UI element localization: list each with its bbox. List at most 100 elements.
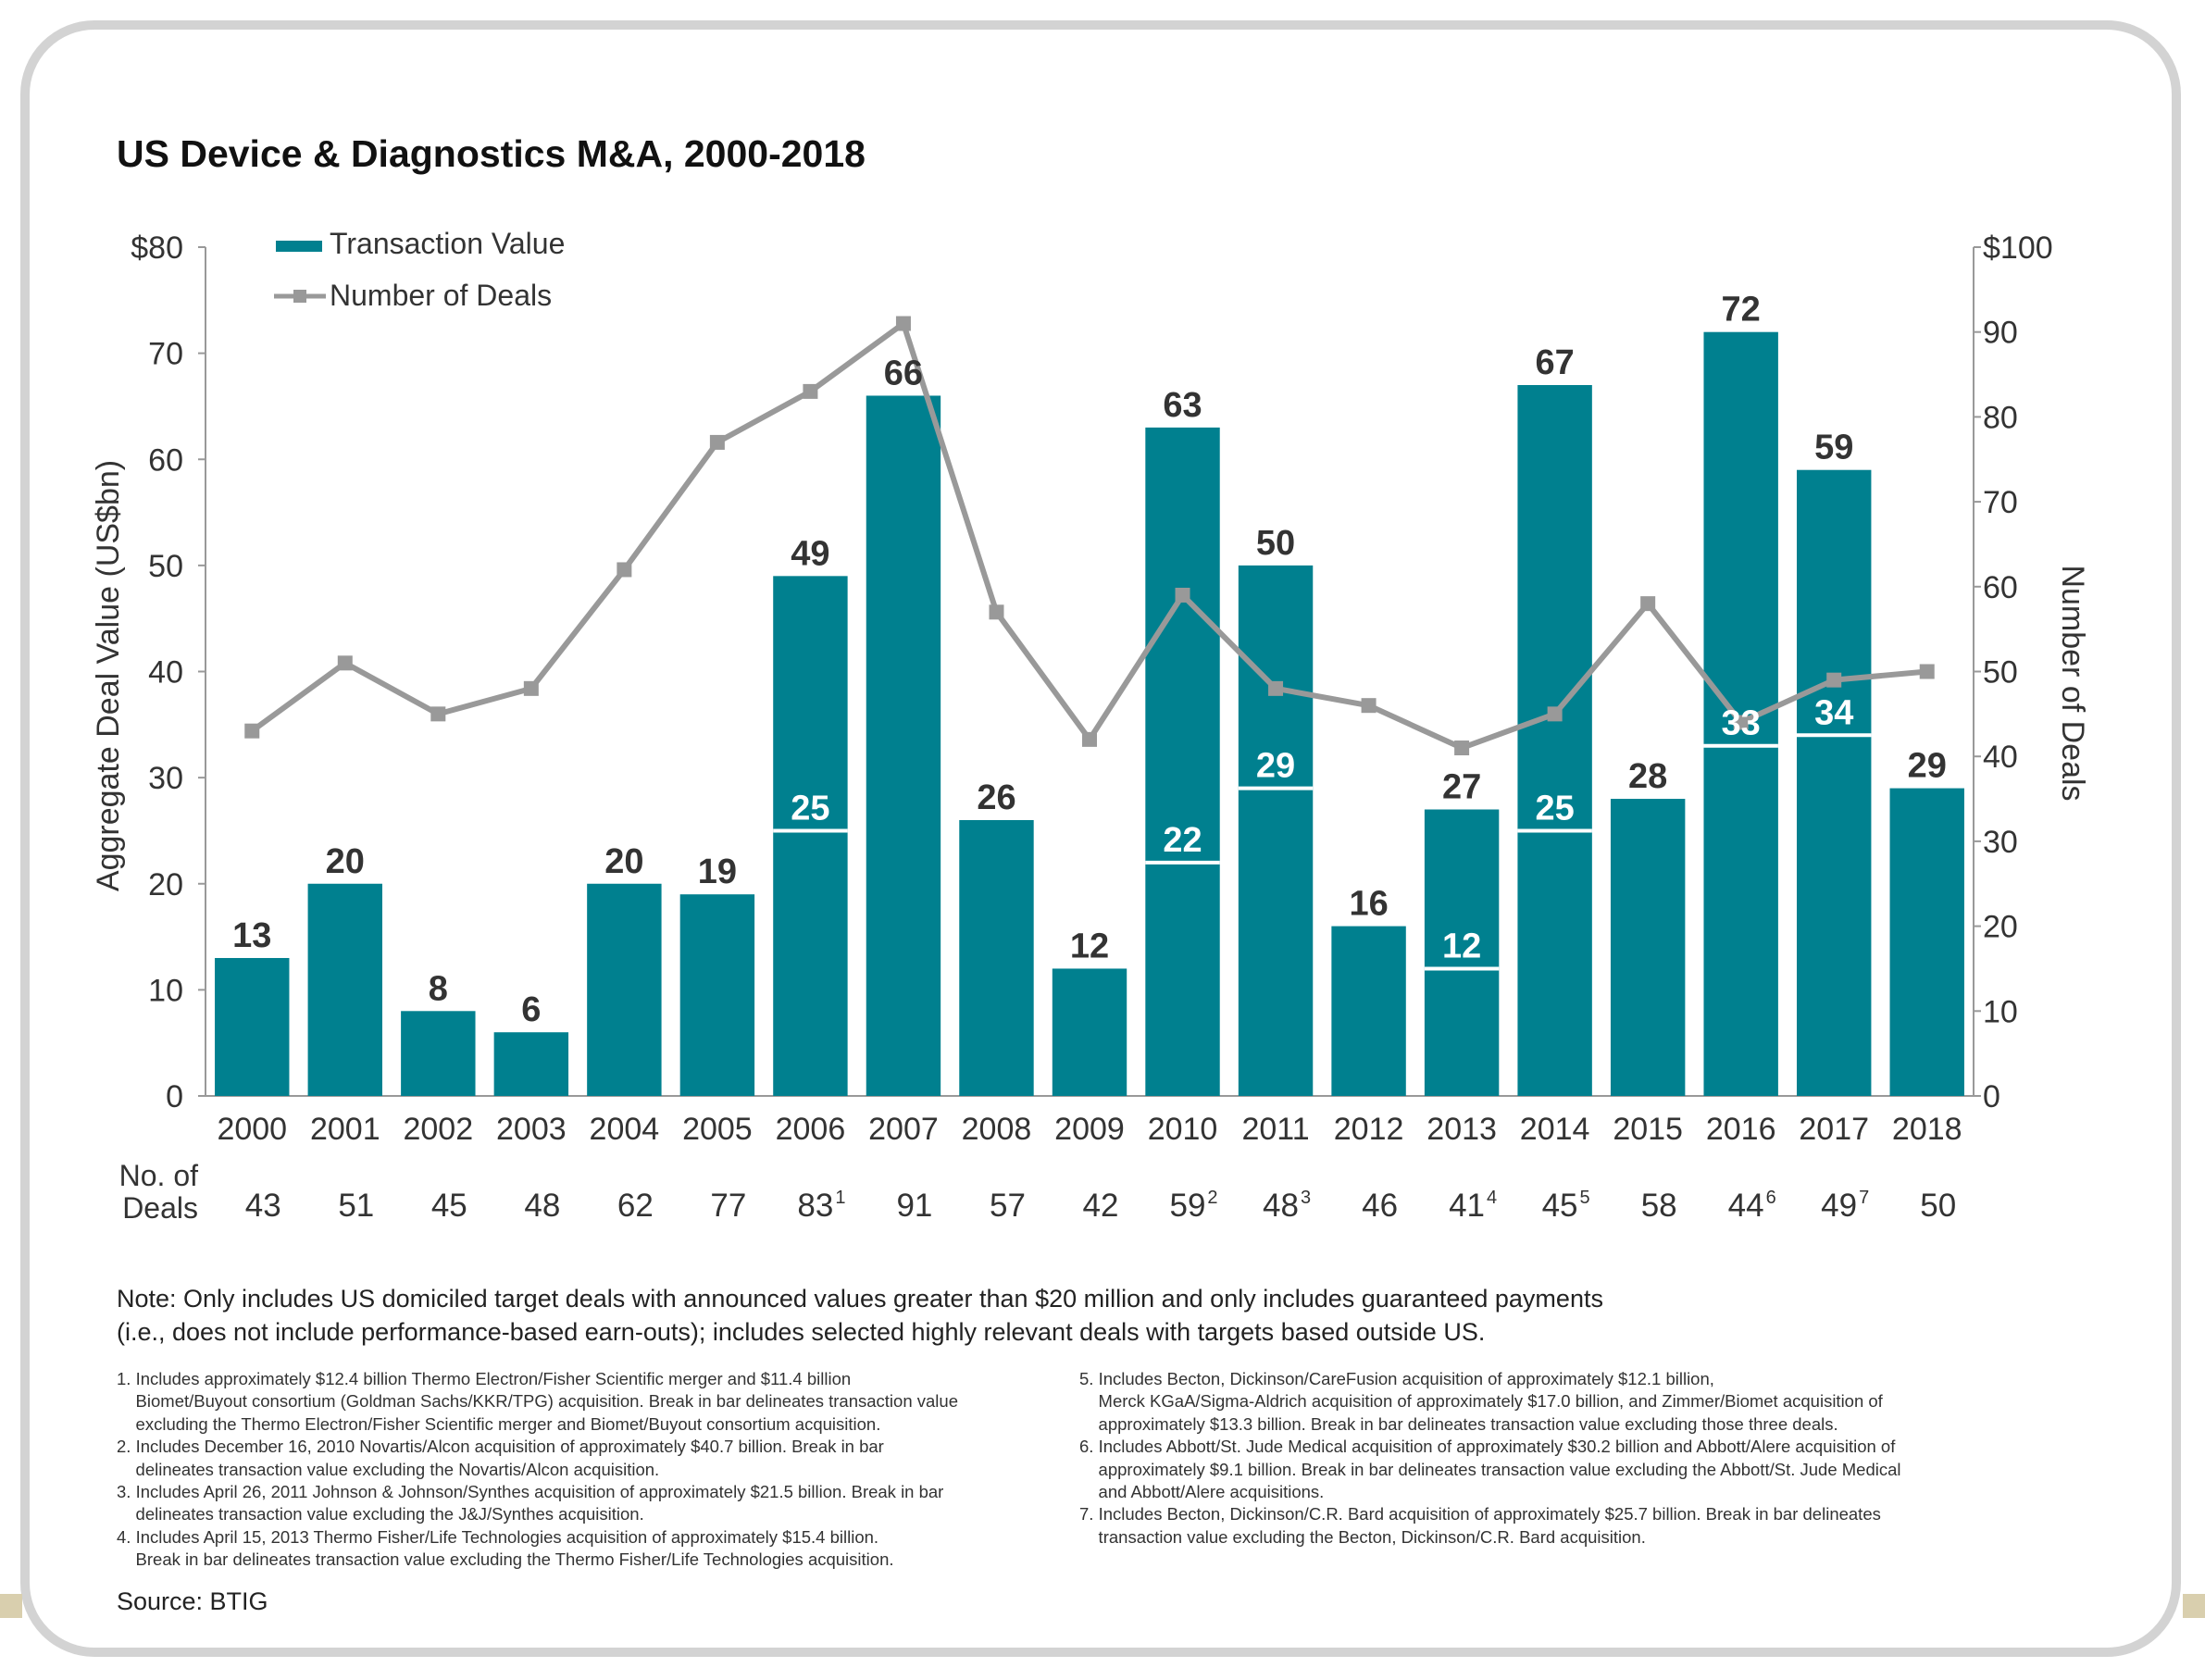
deals-point-2007 (895, 316, 911, 331)
deals-point-2011 (1268, 680, 1284, 696)
deals-count-2009: 42 (1083, 1188, 1119, 1224)
y-right-tick-label: 20 (1983, 910, 2018, 945)
bar-2003 (493, 1032, 569, 1096)
tick-labels: 0 10 20 30 40 50 60 70 $80 0 10 20 30 40 50 60 70 80 90 $10… (131, 230, 2052, 1147)
y-right-tick-label: 70 (1983, 485, 2018, 520)
decorative-tab-left (0, 1594, 22, 1618)
x-tick-label: 2013 (1426, 1112, 1497, 1147)
note-line-1: Note: Only includes US domiciled target … (117, 1285, 1603, 1313)
deals-point-2001 (337, 655, 353, 671)
deals-count-2005: 77 (710, 1188, 746, 1224)
deals-count-2003: 48 (524, 1188, 560, 1224)
deals-point-2003 (523, 680, 539, 696)
footnotes-right: 5. Includes Becton, Dickinson/CareFusion… (1079, 1368, 2051, 1549)
x-tick-label: 2004 (590, 1112, 660, 1147)
deals-point-2002 (430, 706, 446, 722)
deals-line (244, 316, 1935, 756)
footnote-left-line: delineates transaction value excluding t… (117, 1459, 660, 1479)
footnote-right-line: approximately $9.1 billion. Break in bar… (1079, 1459, 1901, 1479)
bars (215, 331, 1964, 1097)
deals-point-2009 (1082, 731, 1097, 747)
bar-value-label: 13 (232, 916, 271, 955)
footnote-left-line: 1. Includes approximately $12.4 billion … (117, 1369, 852, 1388)
x-tick-label: 2012 (1334, 1112, 1404, 1147)
x-tick-label: 2011 (1241, 1112, 1309, 1147)
bar-value-label: 50 (1256, 524, 1295, 563)
bar-2005 (679, 894, 755, 1096)
x-tick-label: 2007 (868, 1112, 939, 1147)
deals-point-2012 (1361, 698, 1377, 714)
deals-count-2004: 62 (617, 1188, 654, 1224)
bar-break-label: 25 (791, 789, 829, 828)
deals-point-2006 (803, 383, 818, 399)
y-left-tick-label: $80 (131, 230, 183, 266)
bar-2014 (1517, 385, 1592, 1096)
bar-value-label: 20 (326, 842, 365, 881)
deals-row-label-2: Deals (122, 1191, 198, 1225)
footnotes-left: 1. Includes approximately $12.4 billion … (117, 1368, 1061, 1572)
footnote-right-line: 7. Includes Becton, Dickinson/C.R. Bard … (1079, 1504, 1881, 1524)
bar-value-label: 28 (1628, 757, 1667, 796)
bar-value-label: 63 (1163, 386, 1202, 425)
y-right-tick-label: 40 (1983, 740, 2018, 775)
y-left-tick-label: 0 (166, 1079, 183, 1114)
bar-break-label: 29 (1256, 747, 1295, 786)
deals-count-2007: 91 (896, 1188, 932, 1224)
bar-break-label: 33 (1722, 704, 1761, 743)
bar-2009 (1052, 968, 1127, 1096)
deals-point-2014 (1547, 706, 1563, 722)
y-left-tick-label: 70 (148, 337, 183, 372)
deals-count-2010: 59 2 (1169, 1188, 1217, 1224)
deals-count-2011: 48 3 (1263, 1188, 1311, 1224)
bar-2017 (1797, 469, 1872, 1096)
deals-count-2015: 58 (1641, 1188, 1677, 1224)
deals-count-2016: 44 6 (1728, 1188, 1776, 1224)
y-right-tick-label: 50 (1983, 655, 2018, 691)
deals-count-2001: 51 (338, 1188, 374, 1224)
footnote-right-line: 5. Includes Becton, Dickinson/CareFusion… (1079, 1369, 1714, 1388)
legend-label-transaction-value: Transaction Value (330, 227, 565, 260)
deals-count-2014: 45 5 (1542, 1188, 1590, 1224)
bar-2006 (773, 576, 848, 1096)
bar-value-label: 59 (1814, 429, 1853, 467)
deals-point-2010 (1175, 587, 1190, 603)
footnote-right-line: approximately $13.3 billion. Break in ba… (1079, 1413, 1838, 1434)
y-right-tick-label: 0 (1983, 1079, 2000, 1114)
bar-2008 (959, 819, 1034, 1096)
bar-value-label: 27 (1442, 768, 1481, 807)
footnote-right-line: transaction value excluding the Becton, … (1079, 1526, 1646, 1547)
bar-2015 (1610, 799, 1686, 1096)
bar-break-label: 34 (1814, 693, 1853, 732)
bar-value-label: 20 (604, 842, 643, 881)
y-axis-right-label: Number of Deals (2055, 565, 2090, 801)
note-line-2: (i.e., does not include performance-base… (117, 1318, 1486, 1346)
footnote-left-line: delineates transaction value excluding t… (117, 1504, 644, 1524)
bar-2000 (215, 957, 290, 1096)
bar-value-label: 8 (429, 969, 448, 1008)
deals-point-2000 (244, 723, 260, 739)
footnote-left-line: 3. Includes April 26, 2011 Johnson & Joh… (117, 1482, 944, 1502)
legend: Transaction Value Number of Deals (274, 227, 565, 312)
deals-point-2018 (1919, 664, 1935, 679)
deals-count-2000: 43 (245, 1188, 281, 1224)
source: Source: BTIG (117, 1587, 268, 1615)
footnote-left-line: 4. Includes April 15, 2013 Thermo Fisher… (117, 1526, 879, 1547)
bar-value-label: 67 (1535, 343, 1574, 382)
note: Note: Only includes US domiciled target … (117, 1282, 2107, 1349)
deals-point-2008 (989, 604, 1004, 620)
deals-point-2005 (709, 434, 725, 450)
y-left-tick-label: 10 (148, 973, 183, 1008)
bar-breaks (773, 733, 1872, 971)
x-tick-label: 2001 (310, 1112, 380, 1147)
chart-title: US Device & Diagnostics M&A, 2000-2018 (117, 132, 866, 175)
y-left-tick-label: 50 (148, 549, 183, 584)
deals-point-2016 (1733, 715, 1749, 730)
y-left-tick-label: 30 (148, 761, 183, 796)
decorative-tab-right (2183, 1594, 2205, 1618)
bar-value-label: 12 (1070, 927, 1109, 965)
bar-value-label: 16 (1349, 885, 1388, 924)
bar-2007 (866, 395, 941, 1097)
x-tick-label: 2003 (496, 1112, 567, 1147)
deals-count-2017: 49 7 (1821, 1188, 1869, 1224)
bar-value-label: 26 (977, 778, 1015, 817)
